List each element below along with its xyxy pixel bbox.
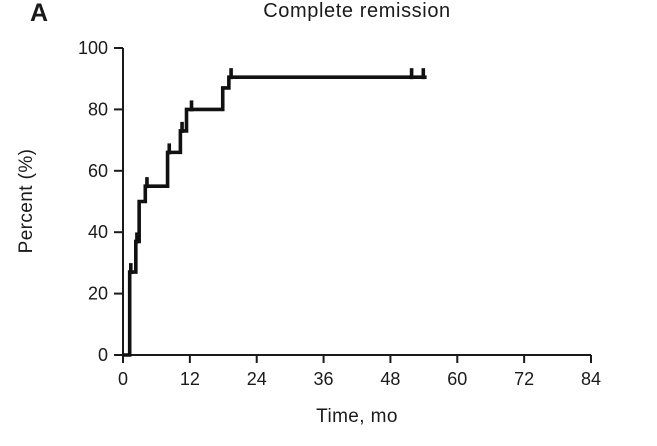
plot-axes xyxy=(122,48,591,356)
km-curve xyxy=(123,75,427,357)
chart-title: Complete remission xyxy=(263,0,451,22)
y-tick-label: 60 xyxy=(88,161,108,181)
y-tick-label: 80 xyxy=(88,99,108,119)
panel-label: A xyxy=(30,0,49,27)
x-tick-label: 12 xyxy=(180,369,200,389)
x-tick-label: 84 xyxy=(581,369,601,389)
x-axis-label: Time, mo xyxy=(316,406,398,427)
y-tick-label: 100 xyxy=(78,38,108,58)
x-tick-label: 72 xyxy=(514,369,534,389)
x-tick-label: 36 xyxy=(314,369,334,389)
y-tick-label: 20 xyxy=(88,284,108,304)
x-tick-label: 48 xyxy=(380,369,400,389)
x-tick-label: 24 xyxy=(247,369,267,389)
y-tick-label: 0 xyxy=(98,345,108,365)
x-tick-label: 0 xyxy=(118,369,128,389)
y-tick-label: 40 xyxy=(88,222,108,242)
x-tick-label: 60 xyxy=(447,369,467,389)
